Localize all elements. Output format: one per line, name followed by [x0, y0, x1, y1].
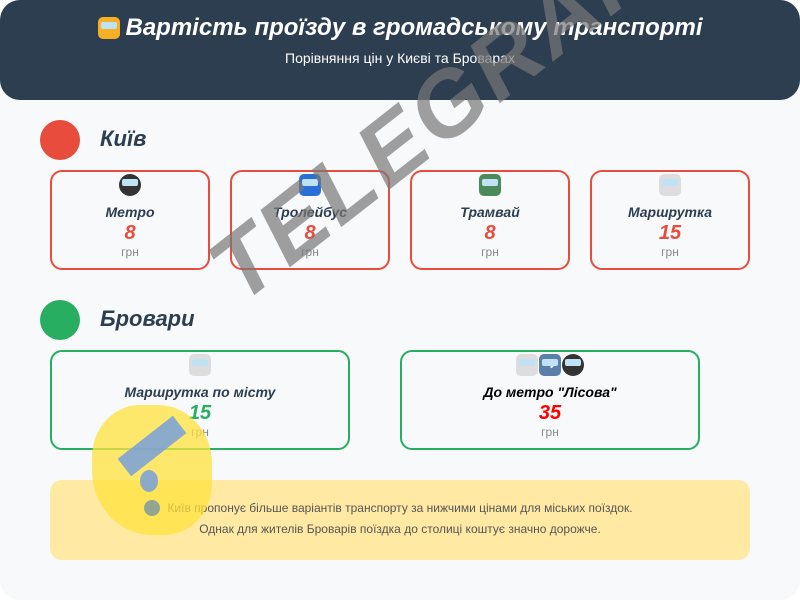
brovary-marker	[40, 300, 80, 340]
card-price: 35	[538, 402, 562, 424]
card-trolleybus: Тролейбус 8 грн	[230, 170, 390, 270]
header: Вартість проїзду в громадському транспор…	[0, 0, 800, 100]
card-price: 15	[658, 222, 682, 244]
card-price: 8	[484, 222, 496, 244]
card-unit: грн	[121, 245, 139, 259]
summary-note: Київ пропонує більше варіантів транспорт…	[50, 480, 750, 560]
page-title: Вартість проїзду в громадському транспор…	[0, 14, 800, 42]
card-to-metro: ➜ До метро "Лісова" 35 грн	[400, 350, 700, 450]
card-price: 8	[124, 222, 136, 244]
card-name: Маршрутка	[627, 204, 713, 220]
card-name: Трамвай	[460, 204, 520, 220]
metro-icon	[562, 354, 584, 376]
card-metro: Метро 8 грн	[50, 170, 210, 270]
page-title-text: Вартість проїзду в громадському транспор…	[125, 14, 703, 41]
minibus-icon	[189, 354, 211, 376]
card-name: Маршрутка по місту	[124, 384, 276, 400]
note-line-2: Однак для жителів Броварів поїздка до ст…	[199, 522, 601, 536]
page-subtitle: Порівняння цін у Києві та Броварах	[285, 50, 515, 66]
minibus-icon	[516, 354, 538, 376]
card-city-minibus: Маршрутка по місту 15 грн	[50, 350, 350, 450]
card-tram: Трамвай 8 грн	[410, 170, 570, 270]
bus-icon	[97, 17, 120, 39]
brovary-title: Бровари	[100, 306, 195, 331]
trolleybus-icon	[299, 174, 321, 196]
card-unit: грн	[191, 425, 209, 439]
card-name: Метро	[105, 204, 155, 220]
tram-icon	[479, 174, 501, 196]
card-unit: грн	[301, 245, 319, 259]
card-price: 15	[188, 402, 212, 424]
card-name: До метро "Лісова"	[483, 384, 617, 400]
kyiv-marker	[40, 120, 80, 160]
kyiv-title: Київ	[100, 126, 147, 151]
arrow-right-icon: ➜	[539, 354, 561, 376]
card-unit: грн	[661, 245, 679, 259]
card-name: Тролейбус	[272, 204, 348, 220]
card-unit: грн	[481, 245, 499, 259]
note-line-1: Київ пропонує більше варіантів транспорт…	[167, 501, 633, 515]
card-unit: грн	[541, 425, 559, 439]
minibus-icon	[659, 174, 681, 196]
card-price: 8	[304, 222, 316, 244]
card-minibus: Маршрутка 15 грн	[590, 170, 750, 270]
metro-icon	[119, 174, 141, 196]
